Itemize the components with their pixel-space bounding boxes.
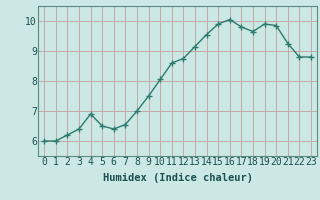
X-axis label: Humidex (Indice chaleur): Humidex (Indice chaleur)	[103, 173, 252, 183]
